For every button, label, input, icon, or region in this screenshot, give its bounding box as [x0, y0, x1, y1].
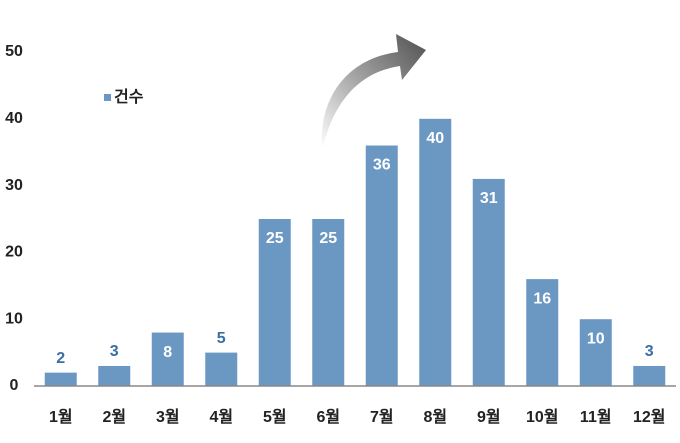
trend-arrow — [321, 34, 426, 150]
data-label: 25 — [319, 230, 337, 247]
bar — [205, 352, 238, 386]
x-tick-label: 10월 — [526, 408, 559, 426]
y-tick-label: 40 — [5, 110, 23, 127]
y-tick-label: 30 — [5, 177, 23, 194]
y-tick-label: 0 — [10, 377, 19, 394]
data-label: 10 — [587, 330, 605, 347]
data-label: 25 — [266, 230, 284, 247]
data-label: 8 — [163, 344, 172, 361]
bar — [526, 279, 559, 386]
y-tick-label: 20 — [5, 244, 23, 261]
data-label: 3 — [645, 343, 654, 360]
x-tick-label: 1월 — [49, 408, 73, 426]
legend-label: 건수 — [114, 88, 144, 106]
bar — [258, 219, 291, 386]
data-label: 3 — [110, 343, 119, 360]
bar — [365, 145, 398, 386]
bar — [419, 118, 452, 387]
data-label: 36 — [373, 157, 391, 174]
data-label: 31 — [480, 190, 498, 207]
bar — [472, 178, 505, 386]
x-tick-label: 9월 — [477, 408, 501, 426]
bar — [98, 365, 131, 386]
bar — [44, 372, 77, 386]
x-tick-label: 12월 — [633, 408, 666, 426]
data-label: 2 — [56, 350, 65, 367]
y-tick-label: 50 — [5, 43, 23, 60]
x-tick-label: 11월 — [580, 408, 612, 426]
x-tick-label: 4월 — [209, 408, 233, 426]
bar — [579, 319, 612, 386]
x-tick-label: 6월 — [316, 408, 340, 426]
bar — [312, 219, 345, 386]
bar — [633, 365, 666, 386]
data-label: 5 — [217, 330, 226, 347]
x-tick-label: 8월 — [423, 408, 447, 426]
x-tick-label: 3월 — [156, 408, 180, 426]
data-label: 40 — [426, 130, 444, 147]
bar — [151, 332, 184, 386]
data-label: 16 — [533, 290, 551, 307]
legend-swatch — [104, 94, 111, 101]
x-tick-label: 2월 — [102, 408, 126, 426]
x-tick-label: 7월 — [370, 408, 394, 426]
y-tick-label: 10 — [5, 310, 23, 327]
x-tick-label: 5월 — [263, 408, 287, 426]
